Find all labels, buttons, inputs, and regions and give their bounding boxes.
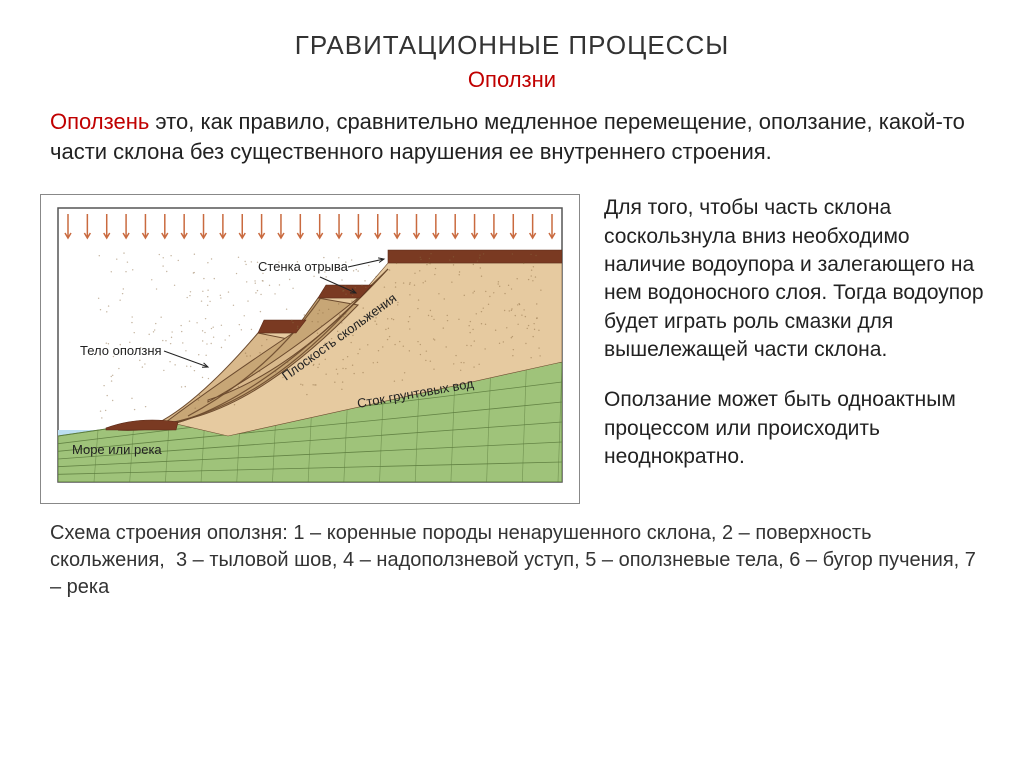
- svg-text:Тело оползня: Тело оползня: [80, 343, 162, 358]
- definition-lead: Оползень: [50, 109, 149, 134]
- content-row: Стенка отрываТело оползняПлоскость сколь…: [40, 194, 984, 504]
- side-paragraph-1: Для того, чтобы часть склона соскользнул…: [604, 194, 984, 364]
- definition-paragraph: Оползень это, как правило, сравнительно …: [50, 107, 974, 166]
- svg-text:Море или река: Море или река: [72, 442, 162, 457]
- svg-text:Стенка отрыва: Стенка отрыва: [258, 259, 349, 274]
- side-text-column: Для того, чтобы часть склона соскользнул…: [604, 194, 984, 504]
- definition-rest: это, как правило, сравнительно медленное…: [50, 109, 965, 164]
- page-title: ГРАВИТАЦИОННЫЕ ПРОЦЕССЫ: [40, 30, 984, 61]
- page: ГРАВИТАЦИОННЫЕ ПРОЦЕССЫ Оползни Оползень…: [0, 0, 1024, 767]
- side-paragraph-2: Оползание может быть одноактным процессо…: [604, 386, 984, 471]
- diagram-caption: Схема строения оползня: 1 – коренные пор…: [50, 520, 984, 601]
- page-subtitle: Оползни: [40, 67, 984, 93]
- diagram-column: Стенка отрываТело оползняПлоскость сколь…: [40, 194, 580, 504]
- landslide-diagram: Стенка отрываТело оползняПлоскость сколь…: [40, 194, 580, 504]
